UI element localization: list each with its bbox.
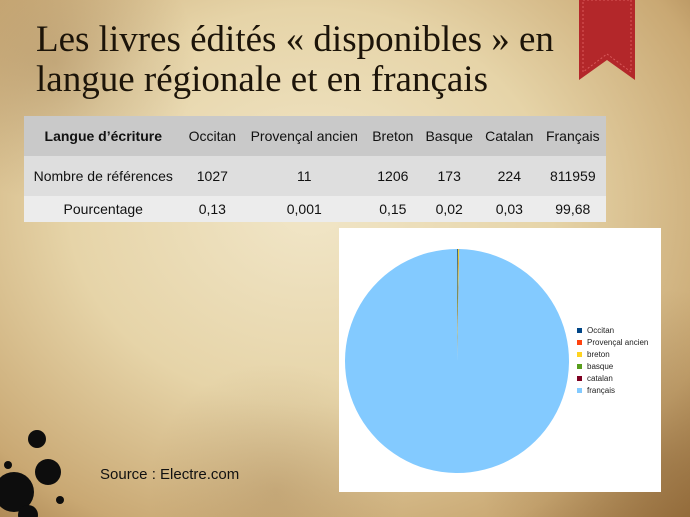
legend-swatch <box>577 351 582 357</box>
pie-slice-fran-ais <box>345 249 569 473</box>
pie-slice-breton <box>457 249 459 361</box>
legend-label: français <box>587 385 616 395</box>
table-row: Nombre de références 1027 11 1206 173 22… <box>24 156 606 196</box>
pie-chart: Occitan Provençal ancien breton basque catal… <box>339 228 661 492</box>
legend-item: breton <box>577 348 648 360</box>
table-cell: Pourcentage <box>24 196 183 222</box>
legend-label: catalan <box>587 373 613 383</box>
pie-slice-catalan <box>457 249 460 361</box>
legend-item: français <box>577 384 648 396</box>
legend-swatch <box>577 387 582 393</box>
table-cell: 1027 <box>182 156 243 196</box>
table-cell: 0,03 <box>479 196 540 222</box>
data-table: Langue d’écriture Occitan Provençal anci… <box>24 116 606 222</box>
table-cell: 811959 <box>539 156 606 196</box>
table-cell: 99,68 <box>539 196 606 222</box>
pie-chart-svg <box>345 249 569 473</box>
legend-item: basque <box>577 360 648 372</box>
legend-label: basque <box>587 361 614 371</box>
chart-legend: Occitan Provençal ancien breton basque catal… <box>577 324 648 396</box>
table-cell: 173 <box>419 156 480 196</box>
table-header-cell: Provençal ancien <box>242 116 367 156</box>
table-header-cell: Basque <box>419 116 480 156</box>
legend-swatch <box>577 327 582 333</box>
title-line-1: Les livres édités « disponibles » en <box>36 19 554 60</box>
legend-item: Provençal ancien <box>577 336 648 348</box>
table-cell: 0,15 <box>366 196 420 222</box>
table-cell: Nombre de références <box>24 156 183 196</box>
table-header-cell: Occitan <box>182 116 243 156</box>
legend-swatch <box>577 363 582 369</box>
legend-item: catalan <box>577 372 648 384</box>
table-header-cell: Breton <box>366 116 420 156</box>
table-cell: 1206 <box>366 156 420 196</box>
slide-title: Les livres édités « disponibles » en lan… <box>36 20 576 100</box>
table-cell: 0,02 <box>419 196 480 222</box>
table-cell: 11 <box>242 156 367 196</box>
pie-slice-basque <box>457 249 460 361</box>
title-line-2: langue régionale et en français <box>36 59 488 100</box>
table-row: Pourcentage 0,13 0,001 0,15 0,02 0,03 99… <box>24 196 606 222</box>
table-cell: 0,13 <box>182 196 243 222</box>
bookmark-ribbon-icon <box>579 0 635 80</box>
legend-swatch <box>577 375 582 381</box>
legend-label: Occitan <box>587 325 615 335</box>
table-cell: 224 <box>479 156 540 196</box>
source-caption: Source : Electre.com <box>100 466 240 483</box>
ink-splatter-icon <box>0 430 64 517</box>
table-header-row: Langue d’écriture Occitan Provençal anci… <box>24 116 606 156</box>
table-header-cell: Langue d’écriture <box>24 116 183 156</box>
table-cell: 0,001 <box>242 196 367 222</box>
legend-label: Provençal ancien <box>587 337 649 347</box>
table-header-cell: Catalan <box>479 116 540 156</box>
table-header-cell: Français <box>539 116 606 156</box>
pie-slice-occitan <box>457 249 458 361</box>
legend-item: Occitan <box>577 324 648 336</box>
legend-swatch <box>577 339 582 345</box>
legend-label: breton <box>587 349 610 359</box>
